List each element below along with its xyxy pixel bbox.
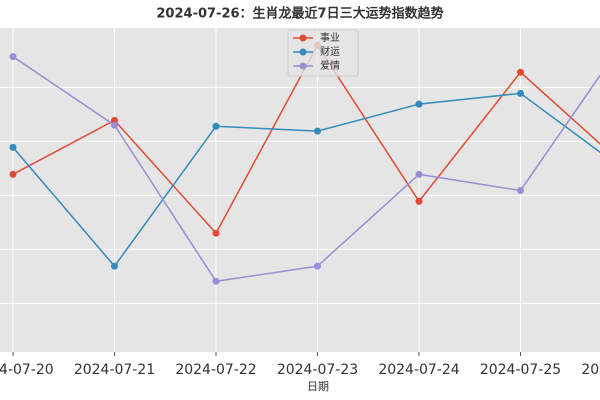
- x-axis-label: 日期: [307, 380, 329, 393]
- legend-marker: [299, 34, 307, 42]
- data-point: [111, 121, 118, 129]
- plot-area: [0, 28, 600, 352]
- data-point: [111, 116, 118, 124]
- data-point: [415, 100, 423, 108]
- data-point: [314, 262, 321, 270]
- data-point: [212, 122, 220, 130]
- x-tick-label: 2024-07-20: [0, 362, 54, 378]
- data-point: [415, 170, 423, 178]
- data-point: [212, 277, 220, 285]
- legend-marker: [299, 48, 307, 56]
- data-point: [212, 229, 220, 237]
- x-tick-label: 2024-07-22: [175, 362, 256, 378]
- data-point: [415, 197, 423, 205]
- data-point: [9, 53, 17, 61]
- data-point: [517, 89, 524, 97]
- x-tick-label: 2024-07-25: [480, 362, 561, 378]
- legend-label: 财运: [320, 45, 340, 58]
- legend-marker: [299, 62, 307, 70]
- legend-label: 事业: [320, 31, 340, 44]
- data-point: [9, 143, 17, 151]
- legend-label: 爱情: [320, 59, 340, 72]
- data-point: [517, 187, 524, 195]
- x-tick-label: 2024-07-26: [581, 362, 600, 378]
- data-point: [111, 262, 118, 270]
- x-tick-label: 2024-07-23: [277, 362, 358, 378]
- x-tick-label: 2024-07-24: [378, 362, 459, 378]
- x-tick-label: 2024-07-21: [74, 362, 155, 378]
- chart-title: 2024-07-26：生肖龙最近7日三大运势指数趋势: [156, 6, 443, 22]
- data-point: [314, 127, 321, 135]
- data-point: [9, 170, 17, 178]
- data-point: [517, 68, 524, 76]
